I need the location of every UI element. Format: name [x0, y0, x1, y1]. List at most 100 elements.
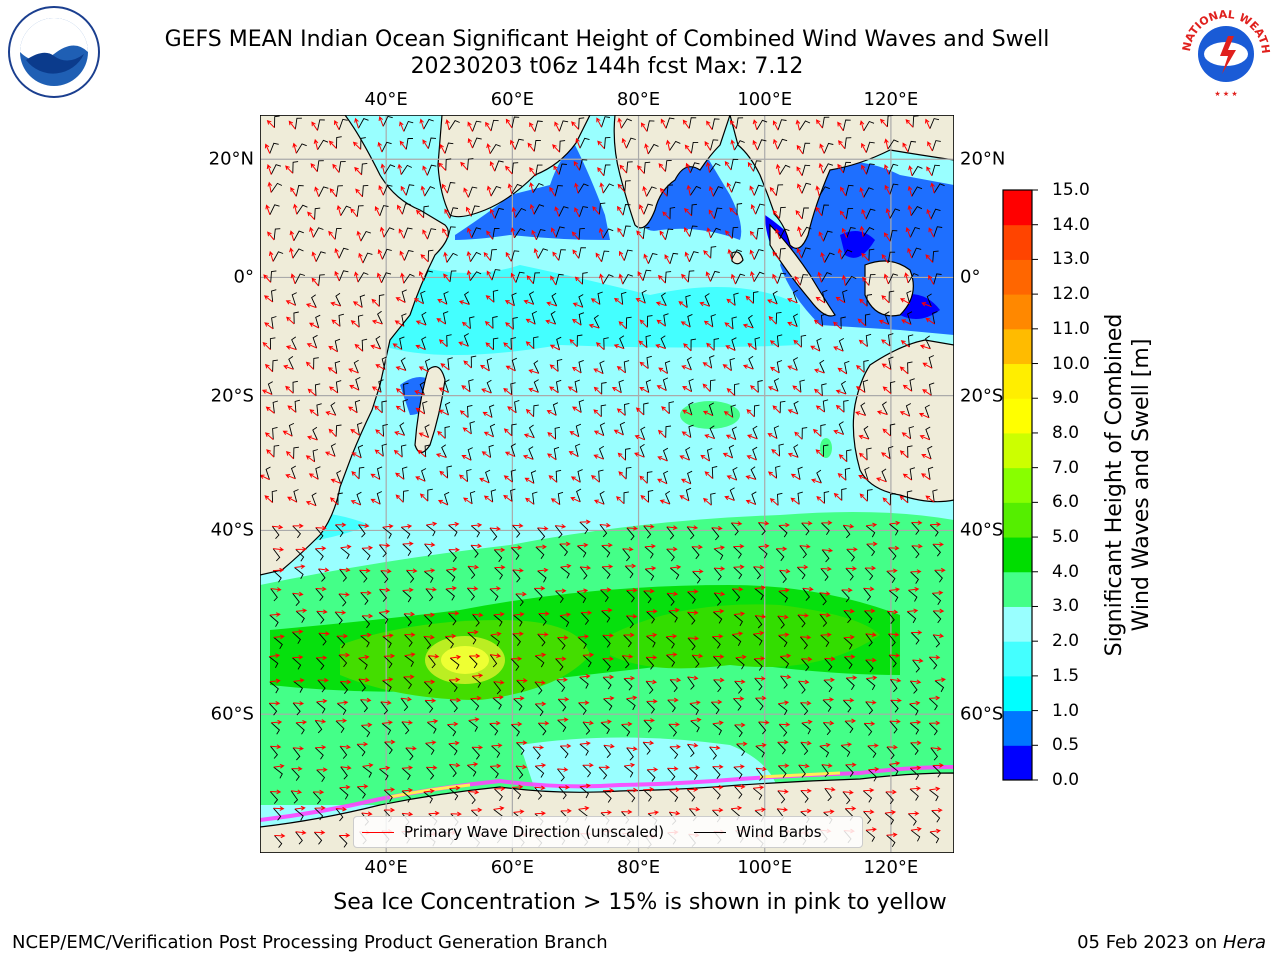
wind-barb [910, 206, 923, 216]
wind-barb [559, 543, 568, 557]
wave-arrow [308, 322, 320, 329]
wave-arrow [820, 251, 825, 263]
wind-barb [710, 701, 720, 715]
wave-arrow [886, 832, 898, 838]
wave-arrow [687, 675, 699, 681]
wave-arrow [569, 431, 580, 438]
wind-barb [864, 567, 874, 581]
wind-barb [646, 120, 655, 132]
wave-arrow [767, 471, 777, 479]
wind-barb [537, 570, 547, 583]
wind-barb [312, 334, 318, 349]
wave-arrow [908, 165, 913, 177]
wave-arrow [713, 654, 725, 659]
wind-barb [265, 466, 271, 480]
wind-barb [401, 767, 411, 781]
wind-barb [602, 228, 614, 239]
wind-barb [463, 333, 469, 347]
wind-barb [662, 377, 669, 391]
wave-arrow [616, 366, 626, 374]
wave-arrow [840, 186, 847, 197]
wind-barb [601, 566, 611, 579]
wind-barb [582, 721, 591, 735]
wave-arrow [656, 385, 667, 392]
wave-arrow [340, 765, 352, 770]
footer-host: Hera [1222, 932, 1266, 953]
title-line-2: 20230203 t06z 144h fcst Max: 7.12 [410, 54, 804, 79]
wind-barb [842, 119, 851, 131]
wind-barb [295, 610, 305, 623]
wave-arrow [427, 719, 439, 724]
wind-barb [669, 567, 680, 580]
wind-barb [537, 248, 549, 259]
wind-barb [754, 677, 763, 691]
wind-barb [660, 335, 667, 349]
wind-barb [840, 316, 846, 330]
wave-arrow [921, 473, 931, 481]
wave-arrow [461, 455, 472, 461]
sea-ice-edge [260, 765, 954, 822]
wind-barb [579, 743, 589, 756]
wave-arrow [754, 656, 766, 661]
wind-barb [735, 657, 745, 670]
wave-arrow [795, 119, 801, 131]
wave-arrow [395, 366, 407, 371]
wind-barb [688, 251, 699, 262]
wave-arrow [642, 185, 647, 197]
lon-tick-top: 40°E [364, 89, 408, 110]
wave-arrow [934, 677, 946, 683]
wave-arrow [505, 322, 514, 330]
wave-arrow [334, 270, 340, 282]
wave-arrow [600, 587, 612, 593]
wind-barb [752, 291, 759, 304]
wind-barb [272, 548, 281, 562]
wind-barb [799, 545, 807, 559]
wind-barb [512, 569, 521, 583]
wind-barb [822, 289, 828, 303]
wave-arrow [339, 744, 351, 750]
wind-barb [800, 334, 807, 348]
wind-barb [712, 723, 722, 736]
wave-arrow [448, 521, 460, 527]
wind-barb [779, 656, 790, 669]
wind-barb [555, 658, 564, 671]
wind-barb [887, 251, 896, 264]
wave-arrow [377, 141, 383, 153]
wave-arrow [335, 718, 348, 724]
wave-arrow [448, 740, 460, 746]
wave-arrow [843, 697, 855, 703]
wave-arrow [458, 341, 469, 347]
wind-barb [598, 445, 605, 460]
wind-barb [318, 632, 327, 646]
wind-barb [400, 526, 411, 539]
wave-arrow [327, 367, 337, 375]
wind-barb [709, 746, 717, 760]
wind-barb [532, 746, 541, 760]
wind-barb [664, 271, 672, 284]
wave-arrow [824, 787, 836, 792]
wind-barb [932, 634, 941, 648]
wave-arrow [726, 387, 736, 396]
wave-arrow [767, 433, 778, 440]
wave-arrow [865, 657, 877, 663]
wave-arrow [404, 611, 416, 617]
wind-barb [556, 358, 563, 372]
wave-arrow [771, 449, 780, 457]
wind-barb [927, 445, 933, 460]
wave-arrow [483, 431, 494, 438]
wind-barb [778, 443, 784, 457]
wave-arrow [350, 208, 358, 218]
wave-arrow [489, 586, 501, 591]
wave-arrow [679, 495, 690, 502]
wave-arrow [370, 498, 381, 505]
wind-barb [930, 208, 941, 220]
wave-arrow [758, 720, 770, 725]
wind-barb [691, 546, 700, 560]
wave-arrow [776, 546, 788, 552]
wave-arrow [287, 405, 297, 413]
wind-barb [907, 140, 917, 153]
wind-barb [601, 545, 611, 558]
wave-arrow [815, 449, 824, 458]
wave-arrow [379, 226, 385, 238]
wave-arrow [702, 362, 712, 369]
